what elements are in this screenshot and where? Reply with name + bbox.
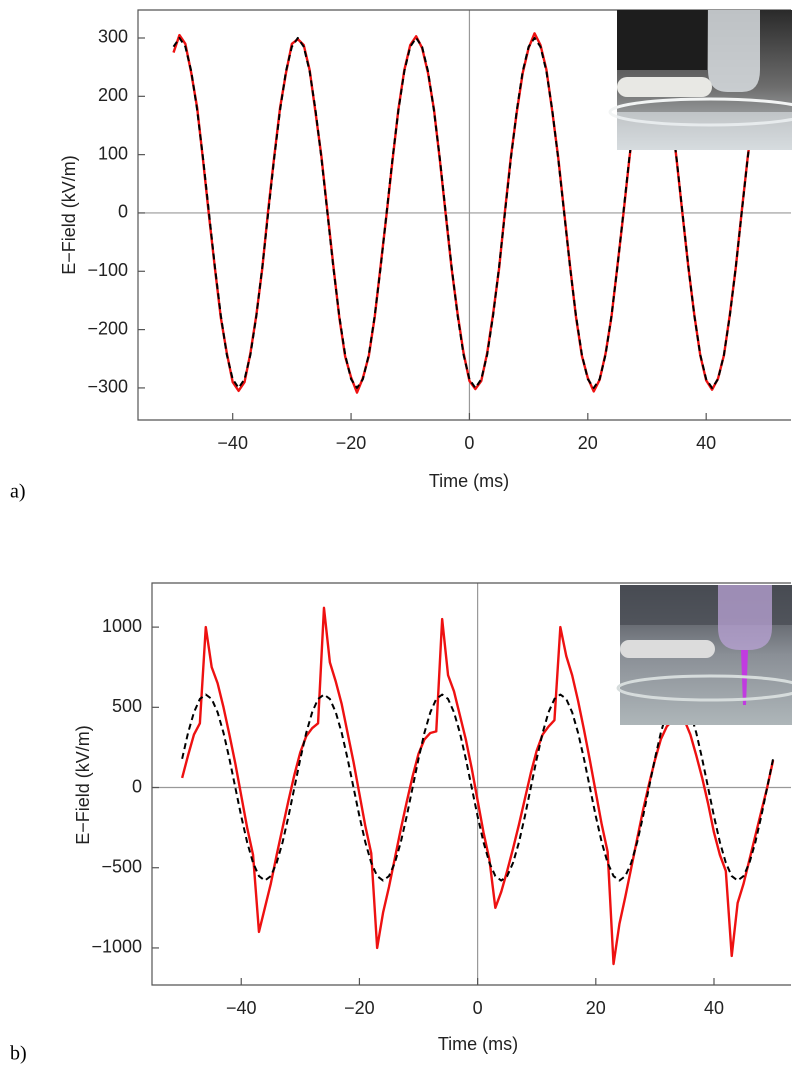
frame <box>137 9 791 421</box>
x-tick-label: −20 <box>336 433 367 453</box>
panel-label: a) <box>10 481 26 503</box>
inset-photo-a <box>608 10 792 150</box>
y-tick-label: 0 <box>118 202 128 222</box>
y-axis-label: E−Field (kV/m) <box>73 725 93 845</box>
x-tick-label: 20 <box>586 998 606 1018</box>
y-tick-label: −500 <box>101 856 142 876</box>
y-tick-label: −300 <box>87 377 128 397</box>
y-tick-label: 0 <box>132 776 142 796</box>
y-axis-label: E−Field (kV/m) <box>59 155 79 275</box>
frame <box>151 582 791 986</box>
y-tick-label: 200 <box>98 85 128 105</box>
x-axis-label: Time (ms) <box>429 471 509 491</box>
x-axis-label: Time (ms) <box>438 1034 518 1054</box>
x-tick-label: 0 <box>464 433 474 453</box>
y-tick-label: 1000 <box>102 616 142 636</box>
x-tick-label: 40 <box>696 433 716 453</box>
inset-photo-b <box>616 585 792 725</box>
x-tick-label: 20 <box>578 433 598 453</box>
panel-label: b) <box>10 1043 27 1065</box>
y-tick-label: 300 <box>98 27 128 47</box>
x-tick-label: −40 <box>226 998 257 1018</box>
y-tick-label: −100 <box>87 260 128 280</box>
y-tick-label: 500 <box>112 696 142 716</box>
x-tick-label: −20 <box>344 998 375 1018</box>
y-tick-label: 100 <box>98 143 128 163</box>
x-tick-label: 40 <box>704 998 724 1018</box>
x-tick-label: −40 <box>217 433 248 453</box>
x-tick-label: 0 <box>473 998 483 1018</box>
fit-line <box>172 36 767 389</box>
y-tick-label: −1000 <box>91 937 142 957</box>
y-tick-label: −200 <box>87 318 128 338</box>
